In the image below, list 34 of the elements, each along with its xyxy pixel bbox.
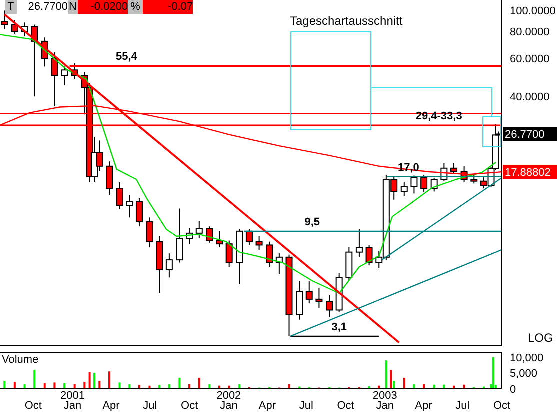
x-tick-label: Apr bbox=[102, 400, 120, 412]
annotation: 26.7700 bbox=[17, 0, 68, 14]
annotation: % bbox=[128, 0, 143, 14]
x-tick-label: Oct bbox=[493, 400, 511, 412]
chart-title: Volume bbox=[2, 354, 39, 366]
annotation: 9,5 bbox=[304, 216, 320, 228]
x-tick-label: 2001 Jan bbox=[60, 390, 85, 412]
x-tick-label: Apr bbox=[258, 400, 276, 412]
x-tick-label: Jul bbox=[299, 400, 314, 412]
x-tick-label: Oct bbox=[24, 400, 42, 412]
y-tick-label: 80.0000 bbox=[510, 26, 550, 38]
y-tick-label: 60.0000 bbox=[510, 53, 550, 66]
text: LOG bbox=[528, 331, 554, 345]
y-tick-label: 10,000 bbox=[510, 352, 544, 364]
x-tick-label: 2002 Jan bbox=[216, 390, 242, 412]
annotation: Tageschartausschnitt bbox=[290, 14, 403, 28]
annotation: 26.7700 bbox=[505, 129, 545, 142]
x-tick-label: Apr bbox=[415, 400, 433, 412]
annotation: -0.0200 bbox=[78, 0, 128, 14]
y-tick-label: 100.0000 bbox=[510, 6, 556, 18]
y-tick-label: 5,000 bbox=[510, 368, 538, 380]
annotation: 3,1 bbox=[332, 321, 348, 334]
x-tick-label: Jul bbox=[456, 400, 470, 412]
annotation: 55,4 bbox=[116, 51, 138, 64]
x-tick-label: Jul bbox=[143, 400, 158, 412]
x-tick-label: Oct bbox=[337, 400, 354, 412]
x-tick-label: 2003 Jan bbox=[372, 390, 398, 412]
x-tick-label: Oct bbox=[181, 400, 198, 412]
y-tick-label: 0 bbox=[510, 384, 516, 396]
annotation: T bbox=[5, 0, 17, 14]
y-tick-label: 40.0000 bbox=[510, 91, 550, 104]
annotation: N bbox=[68, 0, 78, 14]
annotation: 17.88802 bbox=[505, 167, 551, 180]
annotation: -0.07 bbox=[143, 0, 193, 14]
